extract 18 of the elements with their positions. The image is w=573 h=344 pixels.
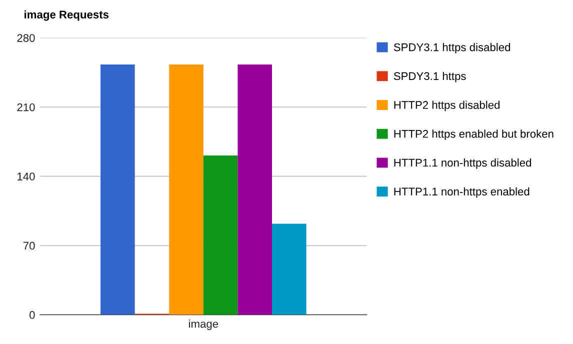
legend-label: HTTP2 https disabled	[394, 100, 500, 112]
bar	[203, 156, 238, 315]
y-tick-label: 70	[23, 242, 35, 250]
legend-label: HTTP1.1 non-https disabled	[394, 158, 532, 169]
bar	[272, 224, 306, 315]
y-tick-label: 0	[30, 311, 35, 319]
x-tick-label: image	[189, 320, 218, 330]
legend-label: HTTP1.1 non-https enabled	[394, 187, 530, 198]
bar	[238, 64, 272, 315]
chart-title: image Requests	[24, 10, 109, 21]
bar	[169, 64, 204, 315]
bar	[100, 64, 135, 315]
legend-label: SPDY3.1 https disabled	[394, 43, 510, 54]
y-tick-label: 140	[18, 172, 35, 180]
legend-label: HTTP2 https enabled but broken	[394, 130, 554, 140]
y-tick-label: 210	[17, 103, 35, 112]
y-tick-label: 280	[17, 34, 35, 42]
legend-label: SPDY3.1 https	[394, 72, 466, 82]
